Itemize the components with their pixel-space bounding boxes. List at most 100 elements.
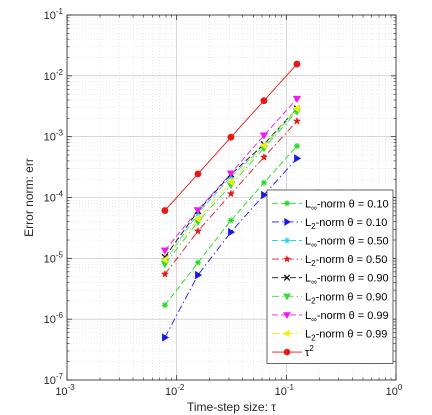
legend-marker-4 bbox=[283, 274, 291, 281]
data-point-s3-p4 bbox=[292, 116, 302, 125]
y-tick-label: 10-2 bbox=[44, 68, 64, 83]
y-tick-exponent: -4 bbox=[56, 190, 64, 199]
y-tick-labels: 10-710-610-510-410-310-210-1 bbox=[44, 7, 64, 387]
legend-label-0: L∞-norm θ = 0.10 bbox=[305, 198, 389, 212]
y-tick-exponent: -2 bbox=[56, 68, 64, 77]
legend-label-subscript: ∞ bbox=[311, 278, 317, 287]
y-tick-base: 10 bbox=[44, 10, 56, 22]
data-point-s8-p0 bbox=[161, 207, 169, 215]
x-tick-base: 10 bbox=[55, 386, 67, 398]
y-tick-exponent: -1 bbox=[56, 7, 64, 16]
data-point-s7-p0 bbox=[160, 255, 168, 264]
data-point-s7-p3 bbox=[259, 141, 267, 150]
series-line-2 bbox=[164, 109, 298, 262]
legend-label-subscript: 2 bbox=[311, 259, 316, 268]
legend-label-suffix: -norm θ = 0.10 bbox=[317, 198, 389, 210]
y-tick-exponent: -7 bbox=[56, 372, 64, 381]
legend-label-main: L bbox=[305, 217, 311, 229]
series-markers bbox=[160, 60, 302, 342]
legend-label-subscript: 2 bbox=[311, 296, 316, 305]
x-axis-title: Time-step size: τ bbox=[187, 400, 276, 414]
data-point-s3-p0 bbox=[160, 269, 170, 278]
legend-label-subscript: ∞ bbox=[311, 315, 317, 324]
x-tick-label: 10-3 bbox=[55, 383, 75, 398]
x-tick-exponent: -3 bbox=[68, 383, 76, 392]
axis-ticks bbox=[66, 14, 397, 381]
y-tick-label: 10-6 bbox=[44, 311, 64, 326]
data-point-s1-p1 bbox=[195, 270, 203, 280]
y-tick-base: 10 bbox=[44, 314, 56, 326]
legend-label-3: L2-norm θ = 0.50 bbox=[305, 254, 387, 268]
y-tick-base: 10 bbox=[44, 193, 56, 205]
legend-label-suffix: -norm θ = 0.99 bbox=[317, 310, 389, 322]
legend-label-suffix: -norm θ = 0.10 bbox=[316, 217, 388, 229]
data-point-s0-p1 bbox=[194, 259, 201, 266]
data-point-s6-p0 bbox=[160, 247, 170, 255]
legend-label-main: L bbox=[305, 273, 311, 285]
data-point-s1-p2 bbox=[228, 227, 236, 237]
legend-label-main: L bbox=[305, 236, 311, 248]
x-tick-label: 10-2 bbox=[165, 383, 185, 398]
data-point-s7-p1 bbox=[193, 214, 201, 223]
legend-label-6: L∞-norm θ = 0.99 bbox=[305, 310, 389, 324]
legend-marker-7 bbox=[283, 329, 290, 338]
legend-marker-8 bbox=[283, 348, 291, 356]
data-point-s0-p4 bbox=[293, 143, 301, 150]
x-tick-labels: 10-3 10-2 10-1 100 bbox=[55, 383, 403, 398]
y-tick-label: 10-7 bbox=[44, 372, 64, 387]
legend-label-subscript: ∞ bbox=[311, 203, 317, 212]
legend-label-main: L bbox=[305, 198, 311, 210]
data-point-s6-p3 bbox=[259, 132, 269, 140]
legend-label-superscript: 2 bbox=[309, 344, 314, 353]
data-point-s0-p0 bbox=[161, 302, 168, 309]
legend-label-subscript: 2 bbox=[311, 334, 316, 343]
y-tick-base: 10 bbox=[44, 132, 56, 144]
x-tick-base: 10 bbox=[386, 386, 398, 398]
y-tick-label: 10-1 bbox=[44, 7, 64, 22]
data-point-s1-p3 bbox=[261, 190, 269, 200]
y-tick-base: 10 bbox=[44, 375, 56, 387]
x-tick-exponent: 0 bbox=[398, 383, 403, 392]
legend-label-5: L2-norm θ = 0.90 bbox=[305, 291, 387, 305]
legend-label-suffix: -norm θ = 0.99 bbox=[316, 329, 388, 341]
x-tick-base: 10 bbox=[165, 386, 177, 398]
y-tick-label: 10-3 bbox=[44, 129, 64, 144]
legend-label-8: τ2 bbox=[305, 344, 314, 359]
data-point-s8-p4 bbox=[293, 60, 301, 68]
legend-marker-5 bbox=[283, 293, 291, 301]
legend-label-4: L∞-norm θ = 0.90 bbox=[305, 273, 389, 287]
y-tick-exponent: -6 bbox=[56, 311, 64, 320]
data-point-s0-p2 bbox=[227, 217, 234, 224]
legend-label-suffix: -norm θ = 0.90 bbox=[316, 291, 388, 303]
series-line-4 bbox=[164, 108, 298, 258]
data-point-s8-p1 bbox=[194, 170, 202, 178]
legend-label-subscript: 2 bbox=[311, 222, 316, 231]
legend-label-main: L bbox=[305, 291, 311, 303]
legend-label-main: τ bbox=[305, 347, 310, 359]
data-point-s3-p2 bbox=[226, 189, 236, 198]
data-point-s7-p4 bbox=[292, 104, 300, 113]
data-point-s3-p1 bbox=[193, 226, 203, 235]
data-point-s1-p0 bbox=[162, 333, 170, 342]
legend-label-1: L2-norm θ = 0.10 bbox=[305, 217, 387, 231]
series-line-0 bbox=[164, 145, 298, 306]
x-tick-label: 100 bbox=[386, 383, 403, 398]
x-tick-label: 10-1 bbox=[275, 383, 295, 398]
legend-label-2: L∞-norm θ = 0.50 bbox=[305, 236, 389, 250]
legend-label-subscript: ∞ bbox=[311, 241, 317, 250]
y-tick-exponent: -3 bbox=[56, 129, 64, 138]
x-tick-base: 10 bbox=[275, 386, 287, 398]
data-point-s8-p2 bbox=[227, 133, 235, 141]
data-point-s6-p2 bbox=[226, 170, 236, 178]
legend-marker-2 bbox=[284, 237, 290, 244]
legend-marker-0 bbox=[284, 200, 290, 207]
data-point-s1-p4 bbox=[294, 154, 302, 163]
y-tick-label: 10-5 bbox=[44, 250, 64, 265]
data-point-s7-p2 bbox=[226, 177, 234, 187]
data-point-s6-p1 bbox=[193, 207, 203, 215]
y-tick-base: 10 bbox=[44, 71, 56, 83]
legend-marker-3 bbox=[283, 254, 291, 263]
legend-label-main: L bbox=[305, 254, 311, 266]
